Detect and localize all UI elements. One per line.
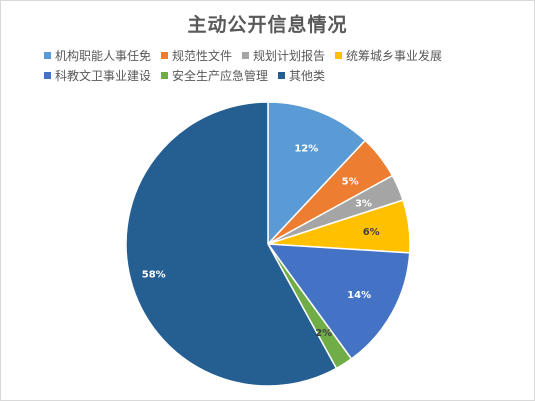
chart-title: 主动公开信息情况 bbox=[187, 14, 348, 36]
legend-swatch-3 bbox=[335, 51, 343, 59]
legend-label-1: 规范性文件 bbox=[172, 48, 233, 63]
legend-swatch-1 bbox=[161, 51, 169, 59]
legend-item-0: 机构职能人事任免 bbox=[44, 47, 151, 64]
chart-legend: 机构职能人事任免 规范性文件 规划计划报告 统筹城乡事业发展 科教文卫事业建设 … bbox=[44, 45, 524, 85]
legend-item-2: 规划计划报告 bbox=[242, 47, 325, 64]
legend-swatch-5 bbox=[161, 71, 169, 79]
legend-swatch-6 bbox=[278, 71, 286, 79]
legend-item-3: 统筹城乡事业发展 bbox=[335, 47, 442, 64]
legend-item-6: 其他类 bbox=[278, 67, 325, 84]
legend-item-5: 安全生产应急管理 bbox=[161, 67, 268, 84]
slice-label-6: 58% bbox=[142, 269, 166, 280]
slice-label-4: 14% bbox=[347, 290, 371, 301]
legend-label-2: 规划计划报告 bbox=[253, 48, 326, 63]
legend-swatch-0 bbox=[44, 51, 51, 59]
pie-slice-0 bbox=[267, 101, 367, 246]
legend-row-1: 机构职能人事任免 规范性文件 规划计划报告 统筹城乡事业发展 bbox=[44, 45, 524, 65]
legend-swatch-2 bbox=[242, 51, 250, 59]
slice-label-5: 2% bbox=[315, 328, 332, 339]
legend-label-5: 安全生产应急管理 bbox=[172, 68, 269, 83]
slice-label-1: 5% bbox=[342, 176, 359, 187]
legend-row-2: 科教文卫事业建设 安全生产应急管理 其他类 bbox=[44, 65, 524, 85]
legend-item-1: 规范性文件 bbox=[161, 47, 232, 64]
slice-label-3: 6% bbox=[363, 227, 380, 238]
legend-item-4: 科教文卫事业建设 bbox=[44, 67, 151, 84]
legend-label-4: 科教文卫事业建设 bbox=[55, 68, 152, 83]
legend-swatch-4 bbox=[44, 71, 51, 79]
legend-label-3: 统筹城乡事业发展 bbox=[346, 48, 443, 63]
legend-label-6: 其他类 bbox=[289, 68, 326, 83]
legend-label-0: 机构职能人事任免 bbox=[55, 48, 152, 63]
pie-slice-4 bbox=[266, 243, 411, 360]
pie-slice-6 bbox=[125, 101, 338, 387]
slice-label-0: 12% bbox=[294, 143, 318, 154]
slice-label-2: 3% bbox=[355, 199, 372, 210]
